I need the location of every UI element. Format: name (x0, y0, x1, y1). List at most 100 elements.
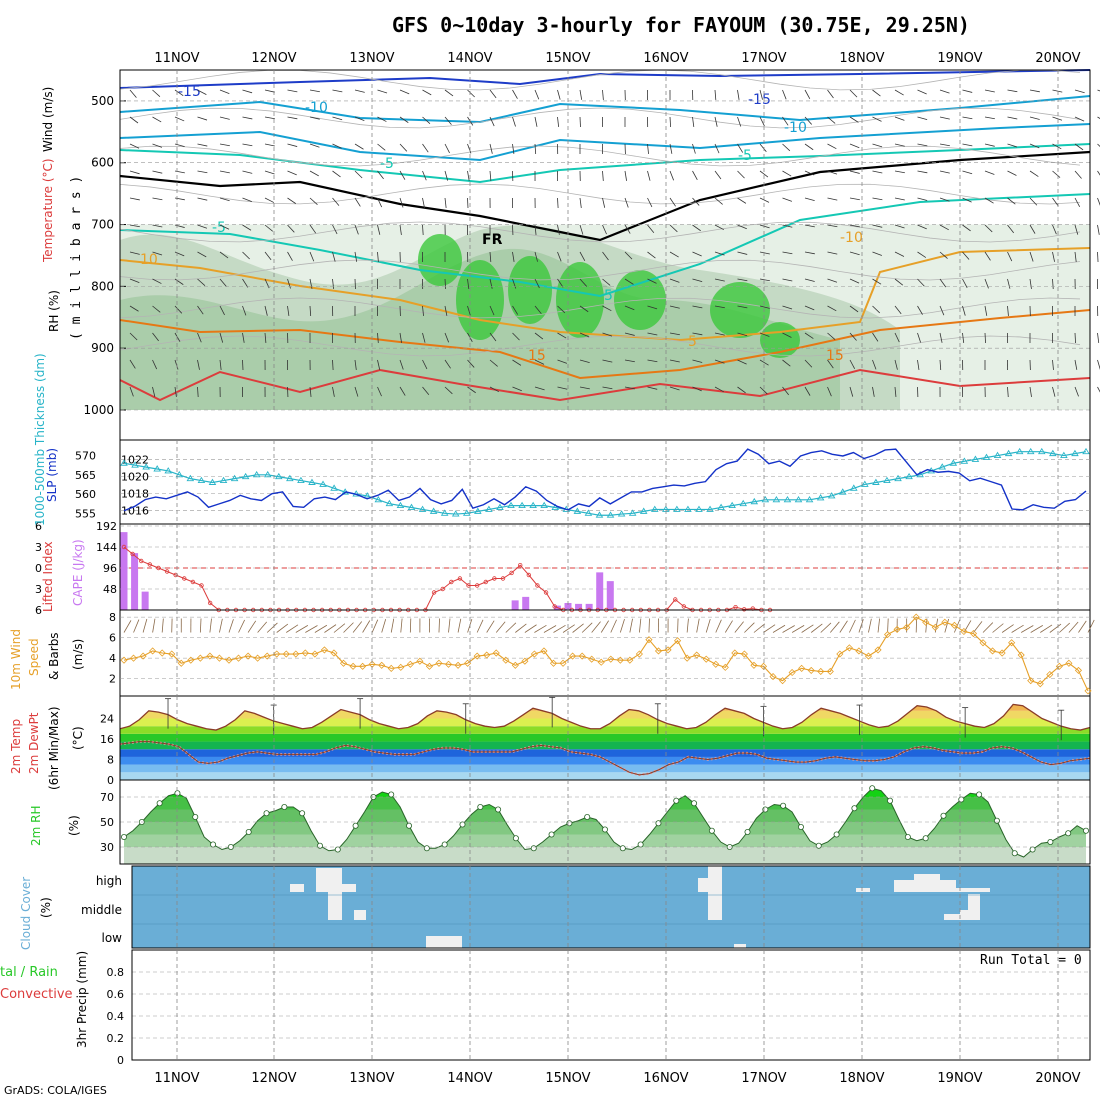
wind-barb (332, 386, 335, 397)
contour-label: -15 (748, 92, 771, 108)
wind-barb (129, 89, 137, 98)
wind-barb (759, 170, 769, 178)
wind-barb (759, 197, 770, 203)
wind-barb (1097, 251, 1099, 263)
wind-speed-marker (292, 650, 300, 658)
wind-barb (399, 224, 402, 235)
temp-panel-ylabels: 2m Temp 2m DewPt (6hr Min/Max) (°C) (9, 707, 85, 791)
contour-label: -5 (380, 156, 394, 172)
cloud-cell (940, 880, 956, 892)
wind-barb (354, 116, 365, 121)
wind-barb (849, 278, 860, 284)
surface-wind-barb (534, 624, 547, 633)
wind-barb (849, 386, 854, 397)
wind-barb (962, 170, 973, 175)
wind-barb (827, 305, 837, 312)
wind-barb (422, 116, 431, 124)
wind-barb (242, 332, 245, 343)
rh2m-marker (815, 842, 822, 849)
wind-speed-marker (903, 623, 911, 631)
slp-tick-label: 1016 (121, 505, 149, 518)
wind-speed-marker (674, 637, 682, 645)
wind-barb (602, 359, 613, 363)
rh-contour-thin (119, 335, 1081, 357)
wind-barb (332, 251, 336, 262)
wind-barb (264, 116, 275, 120)
wind-barb (602, 278, 611, 286)
wind-barb (242, 89, 253, 94)
wind-barb (759, 278, 770, 282)
wind-panel-ylabels: 10m Wind Speed & Barbs (m/s) (9, 629, 85, 690)
cloud-level-label: low (102, 931, 123, 945)
wind-barb (309, 143, 320, 148)
date-label-bottom: 19NOV (937, 1071, 982, 1086)
wind-speed-marker (244, 652, 252, 660)
wind-barb (714, 170, 722, 180)
wind-barb (489, 332, 497, 342)
wind-barb (579, 278, 587, 287)
wind-speed-marker (607, 655, 615, 663)
thickness-line (123, 451, 1087, 516)
thickness-marker (628, 509, 637, 516)
wind-barb (309, 116, 320, 120)
surface-wind-barb (142, 618, 148, 633)
wind-barb (624, 251, 633, 260)
wind-barb (984, 305, 988, 316)
wind-speed-marker (521, 657, 529, 665)
wind-barb (827, 116, 836, 124)
surface-wind-barb (925, 618, 928, 633)
wind-barb (872, 278, 882, 285)
surface-wind-barb (562, 624, 575, 633)
surface-wind-barb (276, 623, 289, 633)
wind-barb (1029, 116, 1040, 120)
wind-barb (557, 116, 560, 127)
thickness-marker (1082, 447, 1090, 455)
wind10m-ylabel: 10m Wind (9, 629, 23, 690)
surface-wind-barb (247, 620, 257, 633)
wind-barb (422, 332, 426, 343)
cape-bar (511, 600, 519, 610)
rh2m-marker (619, 845, 626, 852)
thickness-marker (639, 507, 648, 514)
wind-barb (827, 224, 838, 228)
wind-barb (174, 359, 179, 370)
surface-wind-barb (553, 624, 566, 633)
cloud-background (132, 866, 1090, 948)
temperature-contour (119, 193, 1091, 298)
surface-wind-barb (982, 622, 994, 633)
surface-wind-barb (686, 618, 689, 633)
surface-wind-barb (495, 621, 506, 633)
wind-speed-marker (530, 650, 538, 658)
wind-barb (849, 116, 859, 123)
wind-barb (894, 386, 897, 397)
wind-barb (512, 386, 522, 392)
wind-barb (467, 386, 476, 394)
thickness-marker (938, 463, 947, 470)
surface-wind-barb (877, 618, 881, 633)
temp-tick-label: 0 (107, 774, 114, 787)
temperature-ylabel: Temperature (°C) (41, 158, 55, 263)
rh-contour-thin (119, 145, 1081, 167)
wind-barb (984, 332, 986, 344)
thickness-marker (153, 465, 161, 472)
wind-barb (377, 386, 382, 397)
wind-barb (467, 305, 471, 316)
thickness-marker (739, 499, 748, 507)
surface-wind-barb (1001, 624, 1014, 633)
wind-speed-marker (387, 664, 395, 672)
wind-barb (669, 332, 680, 336)
wind-speed-marker (311, 650, 319, 658)
rh2m-marker (210, 841, 217, 848)
cape-ylabel: CAPE (J/kg) (71, 539, 85, 606)
cloud-cell (290, 884, 304, 892)
rh2m-marker (263, 810, 270, 817)
wind-barb (534, 386, 545, 391)
thickness-marker (750, 497, 759, 505)
wind-barb (332, 278, 335, 289)
wind-barb (647, 278, 657, 284)
wind-barb (1029, 224, 1036, 234)
lifted-index-marker (543, 590, 549, 595)
wind-barb (849, 170, 860, 174)
wind-barb (197, 89, 207, 95)
wind-speed-marker (845, 644, 853, 652)
